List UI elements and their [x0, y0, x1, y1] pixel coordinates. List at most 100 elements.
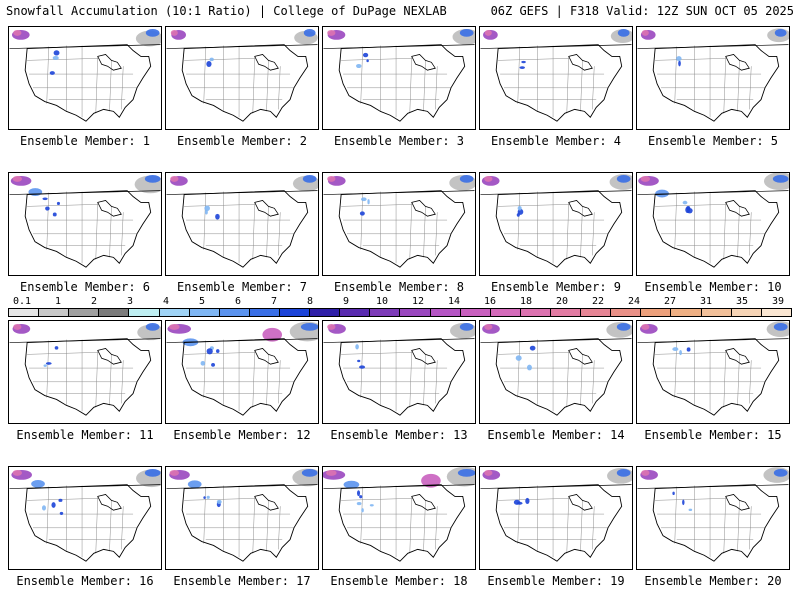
state-border [360, 486, 363, 544]
snow-area [12, 469, 23, 476]
snow-area [327, 175, 336, 182]
state-border [674, 486, 677, 544]
conus-outline [495, 338, 623, 416]
snow-area [529, 345, 536, 351]
snow-area [170, 29, 178, 36]
map-svg [9, 174, 161, 268]
state-border [27, 58, 98, 61]
snow-area [361, 197, 367, 202]
colorbar-labels: 0.1 1 2 3 4 5 6 7 8 9 10 12 14 16 18 20 22 24 27 31 35 39 [8, 296, 792, 308]
conus-outline [181, 190, 309, 268]
ensemble-member-label: Ensemble Member: 8 [333, 280, 465, 294]
colorbar-tick-label: 22 [591, 296, 605, 307]
state-border [95, 56, 98, 114]
snow-area [369, 504, 374, 507]
snow-area [144, 468, 161, 477]
state-border [566, 350, 569, 408]
state-border [566, 56, 569, 114]
snow-area [52, 55, 59, 60]
snow-area [526, 364, 532, 371]
state-border [409, 202, 412, 260]
ensemble-member-label: Ensemble Member: 2 [176, 134, 308, 148]
state-border [674, 46, 677, 104]
great-lakes [254, 348, 279, 365]
ensemble-member-label: Ensemble Member: 18 [330, 574, 468, 588]
colorbar-boxes [8, 308, 792, 317]
great-lakes [568, 494, 593, 511]
colorbar-swatch [581, 309, 612, 316]
ensemble-member-map [322, 172, 476, 276]
snow-area [676, 56, 682, 62]
state-border [655, 58, 726, 61]
snow-area [640, 175, 651, 182]
snow-area [484, 323, 493, 330]
state-border [203, 486, 206, 544]
ensemble-member-map [8, 172, 162, 276]
state-border [566, 496, 569, 554]
conus-outline [495, 190, 623, 268]
ensemble-member-label: Ensemble Member: 1 [19, 134, 151, 148]
snow-area [357, 490, 361, 497]
ensemble-member-label: Ensemble Member: 9 [490, 280, 622, 294]
ensemble-member-label: Ensemble Member: 11 [16, 428, 154, 442]
colorbar-swatch [370, 309, 401, 316]
state-border [95, 202, 98, 260]
snow-area [300, 322, 318, 331]
state-border [27, 204, 98, 207]
state-border [203, 46, 206, 104]
great-lakes [725, 200, 750, 217]
state-border [341, 352, 412, 355]
colorbar-swatch [279, 309, 311, 316]
snow-area [203, 496, 206, 499]
ensemble-member-label: Ensemble Member: 5 [647, 134, 779, 148]
snow-area [206, 61, 212, 68]
state-border [184, 204, 255, 207]
map-svg [637, 173, 789, 268]
colorbar-swatch [641, 309, 672, 316]
colorbar-swatch [310, 309, 341, 316]
state-border [517, 486, 520, 544]
snow-area [52, 212, 57, 217]
ensemble-member-map [8, 26, 162, 130]
conus-outline [24, 190, 152, 268]
state-border [46, 486, 49, 544]
snow-area [517, 205, 522, 211]
snow-area [49, 71, 55, 75]
snow-area [59, 511, 64, 515]
map-svg [166, 321, 318, 416]
colorbar-tick-label: 27 [663, 296, 677, 307]
great-lakes [411, 348, 436, 365]
map-svg [480, 174, 632, 268]
colorbar-swatch [731, 309, 762, 316]
map-svg [637, 467, 789, 562]
conus-outline [652, 338, 780, 416]
state-border [184, 352, 255, 355]
snow-area [216, 499, 222, 504]
snow-area [216, 349, 220, 353]
colorbar-swatch [520, 309, 551, 316]
great-lakes [97, 54, 122, 71]
snow-area [145, 28, 160, 37]
colorbar-swatch [129, 309, 160, 316]
state-border [203, 192, 206, 250]
state-border [46, 46, 49, 104]
colorbar-tick-label: 4 [162, 296, 170, 307]
colorbar-tick-label: 31 [699, 296, 713, 307]
colorbar-swatch [460, 309, 491, 316]
snow-area [362, 52, 369, 58]
snow-area [42, 197, 48, 201]
ensemble-member-map [165, 172, 319, 276]
map-svg [166, 468, 318, 562]
snow-area [421, 473, 441, 488]
snow-area [484, 29, 492, 36]
colorbar-tick-label: 1 [54, 296, 62, 307]
state-border [655, 204, 726, 207]
colorbar-tick-label: 16 [483, 296, 497, 307]
snow-area [484, 469, 493, 476]
snow-area [672, 491, 675, 496]
ensemble-member-map [165, 320, 319, 424]
state-border [341, 58, 412, 61]
colorbar-swatch [400, 309, 431, 316]
conus-outline [181, 44, 309, 122]
conus-outline [338, 44, 466, 122]
